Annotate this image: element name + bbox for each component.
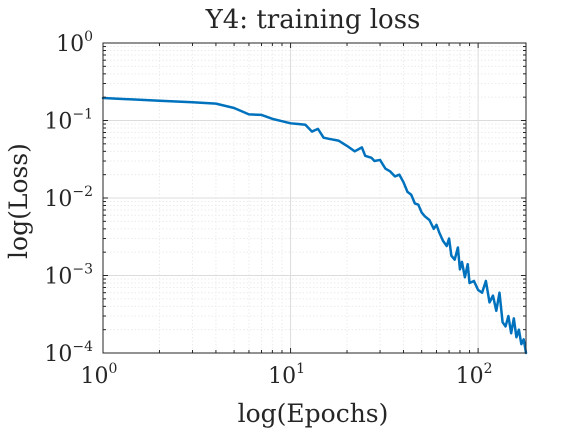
y-tick-label: 10−3	[44, 262, 93, 290]
y-axis-label: log(Loss)	[4, 143, 33, 259]
y-tick-label: 10−4	[44, 339, 93, 367]
y-tick-label: 100	[56, 29, 93, 57]
x-axis-label: log(Epochs)	[238, 399, 389, 428]
chart-title: Y4: training loss	[205, 5, 421, 35]
series-layer	[101, 96, 528, 355]
y-tick-labels: 100 10−1 10−2 10−3 10−4	[44, 29, 93, 367]
y-tick-label: 10−2	[44, 184, 93, 212]
x-tick-label: 101	[268, 361, 305, 389]
y-tick-label: 10−1	[44, 107, 93, 135]
tick-marks	[102, 42, 526, 354]
x-tick-label: 102	[456, 361, 493, 389]
loss-series-line	[101, 96, 528, 355]
x-tick-label: 100	[81, 361, 118, 389]
x-tick-labels: 100 101 102	[81, 361, 493, 389]
